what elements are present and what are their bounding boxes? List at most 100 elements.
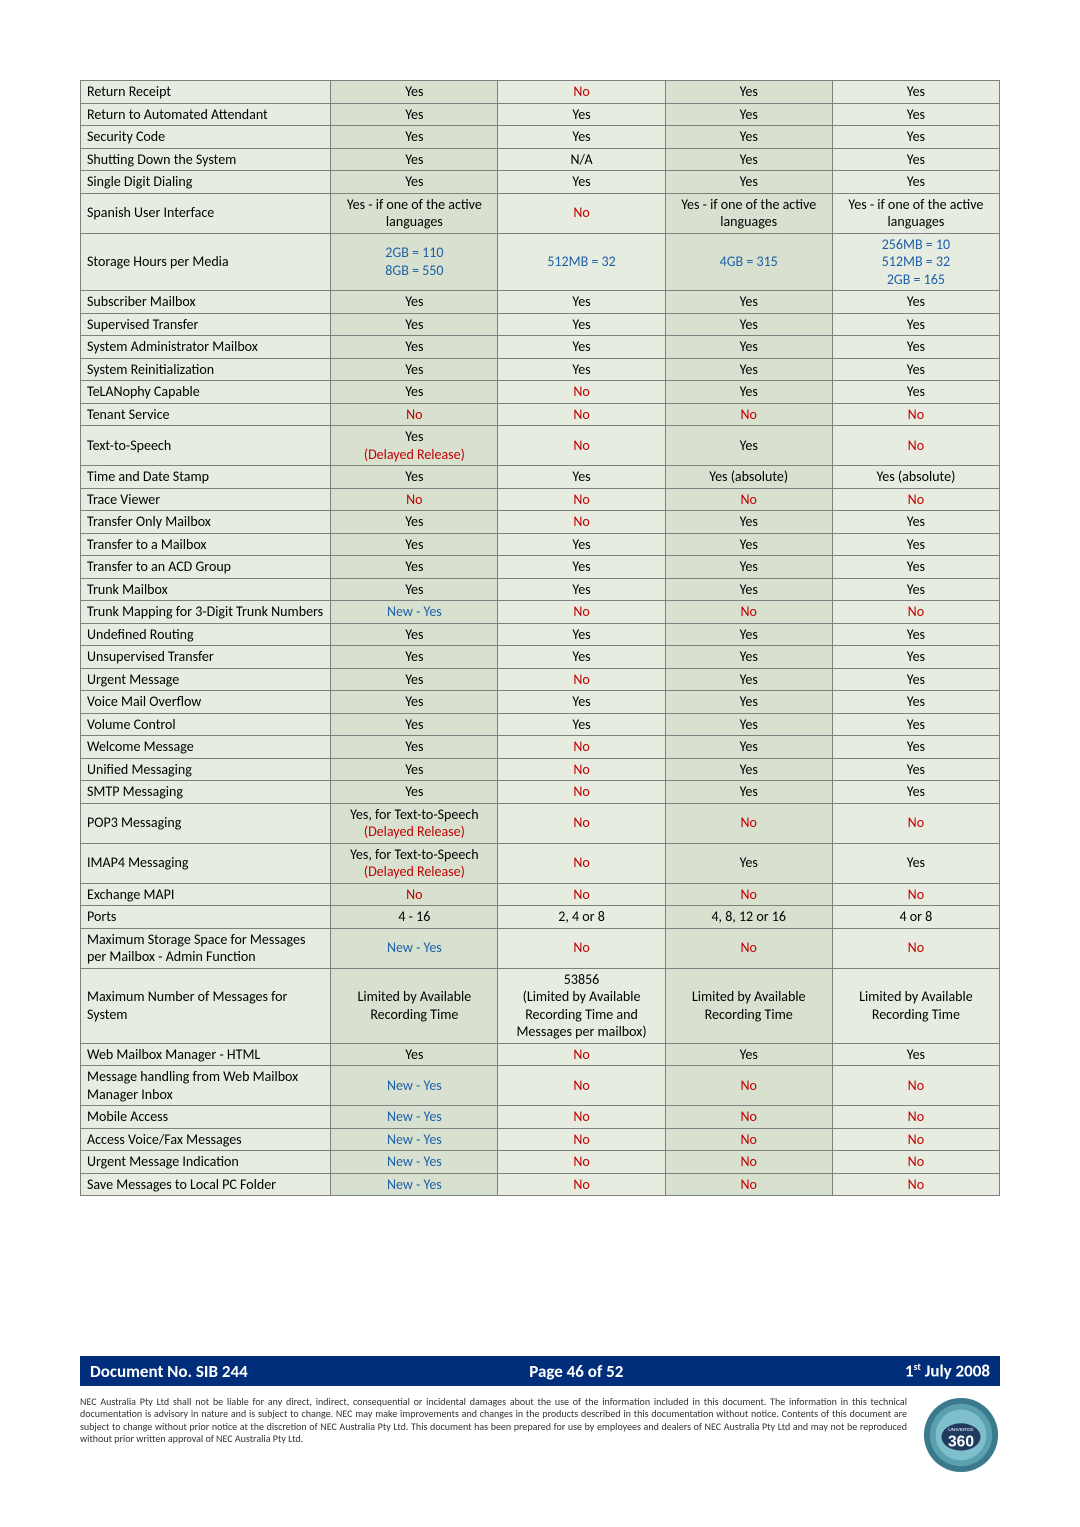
table-row: Supervised TransferYesYesYesYes xyxy=(81,313,1000,336)
table-row: Trunk Mapping for 3-Digit Trunk NumbersN… xyxy=(81,601,1000,624)
feature-name: Transfer to an ACD Group xyxy=(81,556,331,579)
feature-value: Yes xyxy=(498,646,665,669)
svg-text:UNIVERGE: UNIVERGE xyxy=(948,1427,974,1433)
feature-value: No xyxy=(498,426,665,466)
feature-value: Yes xyxy=(665,148,832,171)
feature-value: No xyxy=(665,488,832,511)
feature-name: Transfer Only Mailbox xyxy=(81,511,331,534)
table-row: Trace ViewerNoNoNoNo xyxy=(81,488,1000,511)
feature-value: Yes xyxy=(832,736,999,759)
feature-value: No xyxy=(498,928,665,968)
feature-name: System Reinitialization xyxy=(81,358,331,381)
feature-value: Yes xyxy=(832,103,999,126)
feature-value: Yes xyxy=(665,171,832,194)
feature-name: Tenant Service xyxy=(81,403,331,426)
feature-value: Yes xyxy=(331,533,498,556)
table-row: Spanish User InterfaceYes - if one of th… xyxy=(81,193,1000,233)
table-row: Transfer Only MailboxYesNoYesYes xyxy=(81,511,1000,534)
feature-value: Yes xyxy=(331,126,498,149)
feature-value: Yes xyxy=(331,1043,498,1066)
feature-name: POP3 Messaging xyxy=(81,803,331,843)
feature-value: Yes xyxy=(665,713,832,736)
feature-value: No xyxy=(498,381,665,404)
feature-value: No xyxy=(832,803,999,843)
feature-value: 4 or 8 xyxy=(832,906,999,929)
feature-value: Yes xyxy=(665,623,832,646)
table-row: POP3 MessagingYes, for Text-to-Speech(De… xyxy=(81,803,1000,843)
feature-value: No xyxy=(832,928,999,968)
feature-value: Yes xyxy=(665,578,832,601)
feature-value: No xyxy=(498,1106,665,1129)
footer-date: 1st July 2008 xyxy=(905,1360,990,1382)
feature-value: Yes xyxy=(331,336,498,359)
feature-value: Yes xyxy=(665,126,832,149)
feature-value: Yes xyxy=(498,578,665,601)
feature-value: Yes xyxy=(665,291,832,314)
table-row: Maximum Storage Space for Messages per M… xyxy=(81,928,1000,968)
feature-value: Yes xyxy=(498,556,665,579)
feature-value: New - Yes xyxy=(331,1128,498,1151)
feature-value: Yes xyxy=(832,758,999,781)
feature-value: Yes xyxy=(331,171,498,194)
feature-value: Limited by Available Recording Time xyxy=(665,968,832,1043)
table-row: Maximum Number of Messages for SystemLim… xyxy=(81,968,1000,1043)
feature-name: Exchange MAPI xyxy=(81,883,331,906)
feature-value: Yes xyxy=(331,578,498,601)
feature-value: Yes xyxy=(498,103,665,126)
feature-value: Yes xyxy=(832,1043,999,1066)
feature-value: Yes xyxy=(832,713,999,736)
feature-value: Yes xyxy=(331,358,498,381)
feature-name: Unsupervised Transfer xyxy=(81,646,331,669)
feature-value: Yes, for Text-to-Speech(Delayed Release) xyxy=(331,843,498,883)
feature-value: Yes xyxy=(832,578,999,601)
feature-name: Time and Date Stamp xyxy=(81,466,331,489)
feature-value: New - Yes xyxy=(331,1173,498,1196)
feature-name: Trunk Mapping for 3-Digit Trunk Numbers xyxy=(81,601,331,624)
feature-value: Yes xyxy=(832,691,999,714)
feature-value: New - Yes xyxy=(331,1151,498,1174)
feature-name: Trace Viewer xyxy=(81,488,331,511)
feature-value: No xyxy=(498,488,665,511)
table-row: Access Voice/Fax MessagesNew - YesNoNoNo xyxy=(81,1128,1000,1151)
feature-value: Yes xyxy=(331,713,498,736)
feature-value: 256MB = 10512MB = 322GB = 165 xyxy=(832,233,999,291)
feature-value: Yes xyxy=(331,736,498,759)
feature-value: Yes xyxy=(832,336,999,359)
feature-value: New - Yes xyxy=(331,1106,498,1129)
feature-value: No xyxy=(498,781,665,804)
feature-value: Yes xyxy=(832,556,999,579)
feature-value: Yes xyxy=(832,313,999,336)
feature-value: Yes xyxy=(665,736,832,759)
feature-value: New - Yes xyxy=(331,928,498,968)
feature-name: Security Code xyxy=(81,126,331,149)
table-row: Save Messages to Local PC FolderNew - Ye… xyxy=(81,1173,1000,1196)
feature-value: Yes xyxy=(331,313,498,336)
feature-value: No xyxy=(498,403,665,426)
feature-value: Yes xyxy=(331,668,498,691)
table-row: Tenant ServiceNoNoNoNo xyxy=(81,403,1000,426)
table-row: Unsupervised TransferYesYesYesYes xyxy=(81,646,1000,669)
feature-value: Yes xyxy=(331,103,498,126)
feature-value: Yes xyxy=(665,758,832,781)
feature-value: No xyxy=(832,883,999,906)
feature-value: Yes xyxy=(665,646,832,669)
feature-value: Yes xyxy=(665,533,832,556)
table-row: Ports4 - 162, 4 or 84, 8, 12 or 164 or 8 xyxy=(81,906,1000,929)
feature-value: Yes xyxy=(665,313,832,336)
feature-value: Yes xyxy=(498,466,665,489)
feature-value: Yes - if one of the active languages xyxy=(331,193,498,233)
feature-value: No xyxy=(498,1043,665,1066)
feature-name: Volume Control xyxy=(81,713,331,736)
feature-name: Maximum Number of Messages for System xyxy=(81,968,331,1043)
feature-name: Text-to-Speech xyxy=(81,426,331,466)
feature-value: Limited by Available Recording Time xyxy=(331,968,498,1043)
feature-name: Spanish User Interface xyxy=(81,193,331,233)
disclaimer-text: NEC Australia Pty Ltd shall not be liabl… xyxy=(80,1396,907,1446)
feature-value: Yes xyxy=(832,171,999,194)
feature-value: No xyxy=(665,1106,832,1129)
feature-value: Yes xyxy=(832,646,999,669)
feature-value: Yes xyxy=(665,81,832,104)
table-row: Shutting Down the SystemYesN/AYesYes xyxy=(81,148,1000,171)
feature-name: Access Voice/Fax Messages xyxy=(81,1128,331,1151)
feature-value: Yes xyxy=(331,148,498,171)
